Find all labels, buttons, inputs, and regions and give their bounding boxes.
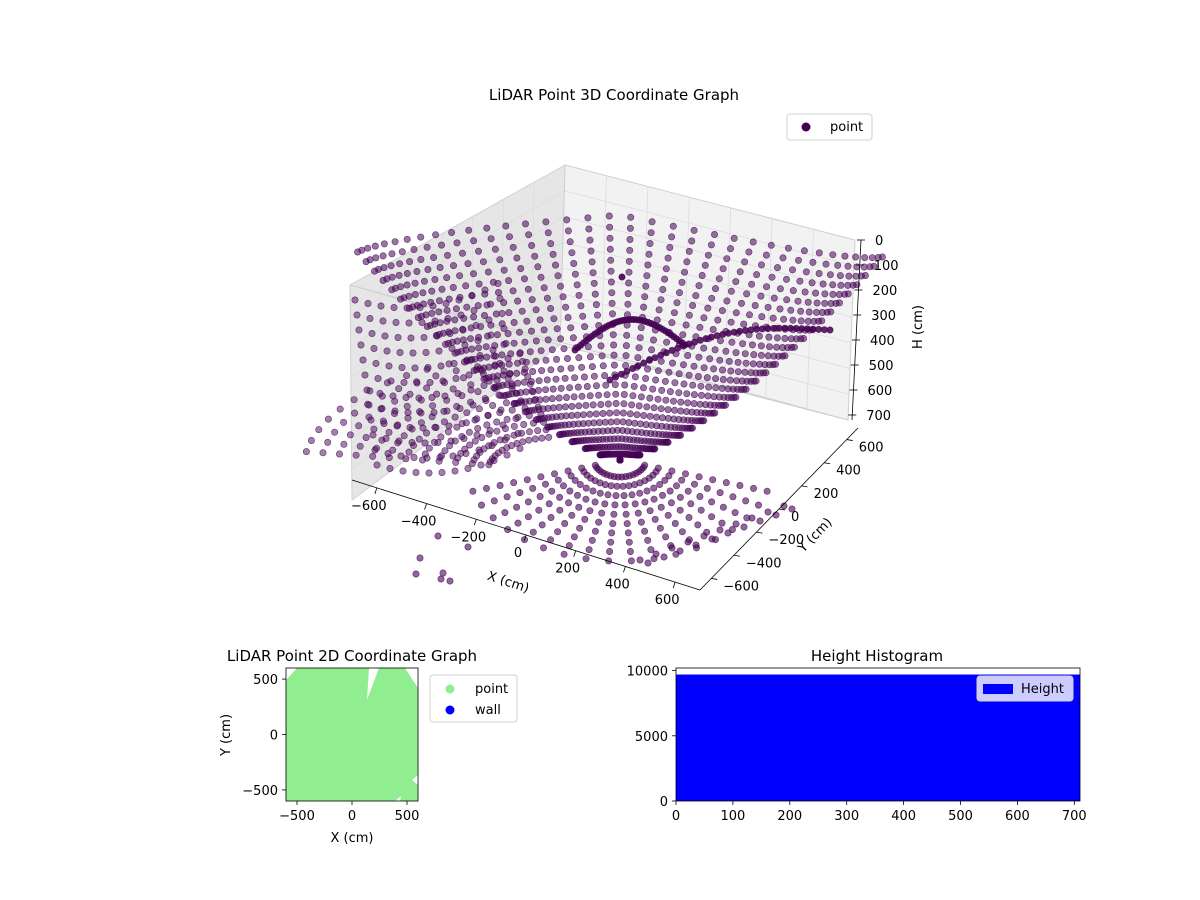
legend-marker-height [983, 684, 1013, 694]
z-tick-label-3d: 200 [873, 284, 898, 299]
x-tick-label-histogram: 500 [948, 809, 973, 824]
title-histogram: Height Histogram [811, 647, 943, 665]
y-ticks-histogram: 0 5000 10000 [627, 665, 676, 810]
x-tick-label-3d: −600 [351, 499, 387, 514]
y-tick-label-2d: 0 [270, 729, 278, 744]
x-tick-label-histogram: 300 [834, 809, 859, 824]
legend-label-height: Height [1021, 682, 1064, 697]
legend-histogram: Height [976, 675, 1074, 702]
scatter-3d-axes: LiDAR Point 3D Coordinate Graph −600 −400… [302, 86, 926, 608]
z-tick-label-3d: 700 [866, 409, 891, 424]
z-tick-label-3d: 500 [869, 359, 894, 374]
y-tick-3d [801, 485, 808, 488]
x-tick-label-3d: 600 [655, 593, 680, 608]
x-tick-3d [374, 487, 378, 494]
x-tick-3d [573, 550, 577, 557]
y-tick-3d [711, 578, 718, 580]
x-tick-label-3d: 0 [514, 546, 522, 561]
x-axis-label-3d: X (cm) [485, 569, 531, 597]
y-ticks-3d: −600 −400 −200 0 200 400 600 [711, 439, 884, 594]
z-tick-label-3d: 0 [875, 234, 883, 249]
y-tick-label-3d: −400 [746, 556, 782, 571]
x-tick-3d [672, 582, 676, 589]
x-tick-label-2d: 500 [395, 809, 420, 824]
x-tick-label-3d: −200 [450, 530, 486, 545]
x-tick-label-histogram: 700 [1062, 809, 1087, 824]
y-tick-label-3d: −200 [768, 533, 804, 548]
legend-3d: point [786, 113, 873, 141]
y-ticks-2d: −500 0 500 [242, 673, 286, 799]
y-tick-label-3d: 600 [859, 441, 884, 456]
legend-2d: point wall [429, 674, 518, 723]
x-tick-label-3d: 200 [555, 562, 580, 577]
legend-marker-point-2d [445, 684, 455, 694]
y-tick-label-3d: 0 [791, 510, 799, 525]
y-axis-label-2d: Y (cm) [219, 714, 234, 757]
x-axis-label-2d: X (cm) [331, 831, 374, 846]
x-tick-3d [623, 566, 626, 573]
scatter-2d-axes: LiDAR Point 2D Coordinate Graph −500 0 500… [219, 647, 518, 846]
x-ticks-histogram: 0 100 200 300 400 500 600 700 [672, 801, 1087, 824]
x-tick-label-3d: −400 [401, 515, 437, 530]
y-tick-3d [756, 531, 763, 534]
x-tick-label-3d: 400 [605, 577, 630, 592]
legend-label-wall-2d: wall [475, 703, 501, 718]
x-ticks-2d: −500 0 500 [279, 801, 419, 824]
x-ticks-3d: −600 −400 −200 0 200 400 600 [351, 487, 680, 608]
x-tick-label-histogram: 100 [720, 809, 745, 824]
x-tick-label-histogram: 600 [1005, 809, 1030, 824]
legend-label-point-3d: point [830, 120, 863, 135]
y-tick-3d [824, 462, 831, 465]
y-tick-3d [778, 508, 786, 511]
point-fill-2d [286, 668, 418, 801]
point-cloud [302, 212, 886, 585]
z-axis-label-3d: H (cm) [911, 305, 926, 349]
histogram-axes: Height Histogram 0 100 200 300 400 500 600 700 … [627, 647, 1087, 824]
title-3d: LiDAR Point 3D Coordinate Graph [489, 86, 739, 104]
z-ticks-3d: 0 100 200 300 400 500 600 700 [848, 234, 899, 424]
x-tick-3d [473, 519, 477, 526]
z-tick-label-3d: 300 [871, 309, 896, 324]
y-tick-label-3d: 400 [836, 464, 861, 479]
z-tick-label-3d: 100 [874, 259, 899, 274]
x-tick-3d [523, 534, 527, 542]
y-tick-3d [733, 554, 740, 557]
z-tick-label-3d: 400 [870, 334, 895, 349]
legend-label-point-2d: point [475, 682, 508, 697]
y-tick-label-histogram: 5000 [635, 730, 668, 745]
legend-marker-point [801, 122, 811, 132]
x-tick-label-histogram: 400 [891, 809, 916, 824]
x-tick-label-2d: −500 [279, 809, 315, 824]
y-tick-label-2d: −500 [242, 784, 278, 799]
x-tick-label-histogram: 200 [777, 809, 802, 824]
y-tick-label-2d: 500 [253, 673, 278, 688]
legend-marker-wall-2d [445, 705, 455, 715]
x-tick-label-2d: 0 [348, 809, 356, 824]
x-tick-label-histogram: 0 [672, 809, 680, 824]
y-tick-3d [846, 439, 853, 441]
y-tick-label-histogram: 0 [660, 795, 668, 810]
title-2d: LiDAR Point 2D Coordinate Graph [227, 647, 477, 665]
y-tick-label-3d: 200 [814, 487, 839, 502]
x-tick-3d [424, 503, 427, 510]
y-tick-label-3d: −600 [723, 579, 759, 594]
y-tick-label-histogram: 10000 [627, 665, 668, 680]
z-tick-label-3d: 600 [868, 384, 893, 399]
